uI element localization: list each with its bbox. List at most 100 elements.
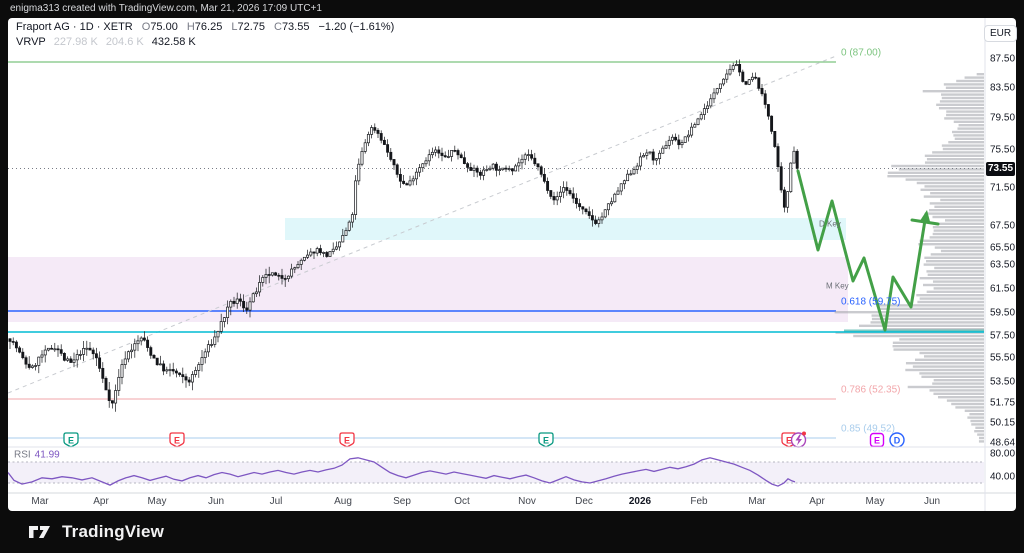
price-tick-label: 83.50 <box>990 82 1016 94</box>
candle-body <box>171 369 175 372</box>
candle-body <box>373 127 377 131</box>
candle-body <box>120 364 124 378</box>
vrvp-name: VRVP <box>16 36 46 48</box>
fib-trendline[interactable] <box>8 55 837 394</box>
candle-body <box>190 374 194 383</box>
rsi-legend[interactable]: RSI 41.99 <box>14 450 60 461</box>
time-tick-label: Aug <box>334 496 352 507</box>
candle-body <box>680 142 684 146</box>
earnings-marker[interactable]: E <box>869 432 885 448</box>
brand-name[interactable]: TradingView <box>62 522 165 541</box>
candle-body <box>235 298 239 304</box>
projection-path-drawing[interactable] <box>796 169 928 332</box>
price-tick-label: 67.50 <box>990 220 1016 232</box>
volume-profile-bar <box>957 127 984 130</box>
volume-profile-bar <box>922 90 984 93</box>
rsi-line[interactable] <box>8 457 796 487</box>
volume-profile-bar <box>926 260 984 263</box>
candle-body <box>517 162 521 167</box>
time-tick-label: Jul <box>269 496 283 507</box>
candle-body <box>456 150 460 156</box>
candle-body <box>568 190 572 195</box>
candle-body <box>24 357 28 365</box>
time-tick-label: Feb <box>690 496 708 507</box>
key-zone-label: M Key <box>826 281 849 291</box>
volume-profile-bar <box>954 137 984 140</box>
vrvp-legend[interactable]: VRVP 227.98 K 204.6 K 432.58 K <box>16 36 196 48</box>
candle-body <box>574 197 578 204</box>
candle-body <box>494 163 498 171</box>
volume-profile-bar <box>834 311 984 314</box>
candle-body <box>437 149 441 154</box>
volume-profile-bar <box>936 103 984 106</box>
vrvp-value-2: 204.6 K <box>105 36 144 48</box>
candle-body <box>309 251 313 256</box>
svg-text:E: E <box>543 436 549 446</box>
candle-body <box>674 136 678 141</box>
candle-body <box>242 300 246 309</box>
candle-body <box>651 151 655 161</box>
currency-toggle-button[interactable]: EUR <box>984 25 1017 42</box>
price-tick-label: 79.50 <box>990 112 1016 124</box>
key-zone-d-key[interactable] <box>285 218 846 240</box>
key-zone-label: D Key <box>819 219 841 229</box>
rsi-value: 41.99 <box>34 449 60 461</box>
volume-profile-bar <box>859 324 984 327</box>
volume-profile-bar <box>932 382 984 385</box>
candle-body <box>434 149 438 153</box>
candle-body <box>130 349 134 353</box>
candle-body <box>760 88 764 95</box>
candle-body <box>446 156 450 158</box>
earnings-marker[interactable]: E <box>538 432 554 448</box>
earnings-marker[interactable]: E <box>169 432 185 448</box>
candle-body <box>14 341 18 349</box>
candle-body <box>699 114 703 120</box>
candle-body <box>587 211 591 216</box>
candle-body <box>606 203 610 211</box>
earnings-marker[interactable]: E <box>339 432 355 448</box>
symbol-title: Fraport AG · 1D · XETR <box>16 21 133 33</box>
volume-profile-bar <box>926 270 984 273</box>
volume-profile-bar <box>891 164 984 168</box>
candle-body <box>245 307 249 311</box>
fib-level-label: 0.85 (49.52) <box>841 423 895 435</box>
volume-profile-bar <box>892 341 984 344</box>
price-tick-label: 75.50 <box>990 144 1016 156</box>
candle-body <box>267 274 271 276</box>
key-zone-m-key[interactable] <box>8 257 848 322</box>
volume-profile-bar <box>976 73 984 76</box>
candle-body <box>610 201 614 205</box>
dividend-marker[interactable]: D <box>889 432 905 448</box>
candle-body <box>30 365 34 368</box>
candle-body <box>187 379 191 383</box>
candle-body <box>283 278 287 280</box>
candle-body <box>690 126 694 136</box>
candle-body <box>149 347 153 356</box>
candle-body <box>142 337 146 341</box>
candle-body <box>222 317 226 322</box>
earnings-marker[interactable]: E <box>781 431 807 448</box>
attribution-bar: enigma313 created with TradingView.com, … <box>10 3 322 14</box>
candle-body <box>344 230 348 236</box>
candle-body <box>603 209 607 218</box>
volume-profile-bar <box>934 246 984 249</box>
symbol-legend[interactable]: Fraport AG · 1D · XETR O75.00 H76.25 L72… <box>16 21 394 33</box>
candle-body <box>370 127 374 135</box>
candle-body <box>520 158 524 164</box>
candle-body <box>782 189 786 208</box>
candle-body <box>66 358 70 361</box>
volume-profile-bar <box>920 188 984 191</box>
svg-text:D: D <box>894 436 901 446</box>
candle-body <box>427 154 431 162</box>
tradingview-logo-icon[interactable] <box>28 522 52 542</box>
volume-profile-bar <box>964 409 984 412</box>
time-tick-label: Nov <box>518 496 536 507</box>
candle-body <box>766 104 770 117</box>
candle-body <box>590 215 594 221</box>
candle-body <box>184 376 188 381</box>
candle-body <box>299 259 303 265</box>
earnings-marker[interactable]: E <box>63 432 79 448</box>
volume-profile-bar <box>946 110 984 113</box>
candle-body <box>75 354 79 361</box>
